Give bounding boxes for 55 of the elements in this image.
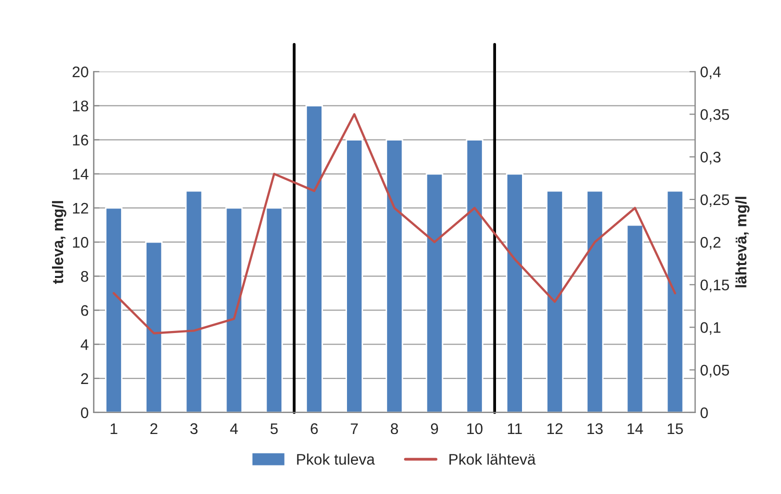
legend-label: Pkok tuleva [297,454,375,465]
bar [346,139,364,412]
y-tick-label: 16 [73,134,88,146]
x-tick-label: 14 [628,423,644,434]
y2-tick-label: 0,05 [700,364,730,378]
x-tick-label: 3 [190,423,198,434]
y2-axis-title: lähtevä, mg/l [735,196,750,288]
y-tick-label: 14 [73,168,88,180]
y2-tick-label: 0,1 [700,322,720,335]
x-tick-label: 9 [430,423,438,434]
x-tick-label: 6 [310,423,318,434]
bar [546,190,564,412]
y2-tick-label: 0,3 [700,152,721,164]
y-tick-label: 12 [73,202,88,214]
bar [386,139,404,412]
bar [105,207,122,412]
bar [185,190,203,412]
x-tick-label: 12 [547,423,562,434]
bar [225,207,243,412]
bar [666,190,684,412]
y2-tick-label: 0,25 [700,194,730,207]
y-tick-label: 10 [73,236,88,248]
y-tick-label: 6 [81,305,88,316]
y-tick-label: 4 [80,339,88,350]
x-tick-label: 5 [270,423,278,434]
line-series [112,113,676,334]
y-tick-label: 8 [81,271,88,282]
bar [265,207,283,412]
bar [306,105,323,412]
legend-label: Pkok lähtevä [449,454,536,465]
x-tick-label: 4 [230,423,238,434]
bar [586,190,604,412]
bar [145,241,163,412]
y-tick-label: 20 [72,66,88,78]
y-tick-label: 2 [81,373,88,384]
x-tick-label: 7 [350,423,358,434]
bar [426,173,444,412]
bar [466,139,484,412]
x-tick-label: 2 [150,423,158,434]
x-tick-label: 1 [110,423,118,434]
x-tick-label: 8 [390,423,398,434]
x-tick-label: 15 [668,423,683,434]
y2-tick-label: 0,4 [700,66,721,80]
x-tick-label: 11 [508,423,522,434]
bar [506,173,524,412]
y-tick-label: 0 [80,407,88,418]
y2-tick-label: 0 [700,407,708,418]
y2-tick-label: 0,2 [700,236,720,250]
x-tick-label: 10 [467,423,482,434]
y2-tick-label: 0,15 [700,280,730,292]
y-tick-label: 18 [73,100,88,112]
y2-tick-label: 0,35 [700,109,730,122]
y-axis-title: tuleva, mg/l [52,201,66,284]
x-tick-label: 13 [588,423,603,434]
bar [626,224,644,412]
